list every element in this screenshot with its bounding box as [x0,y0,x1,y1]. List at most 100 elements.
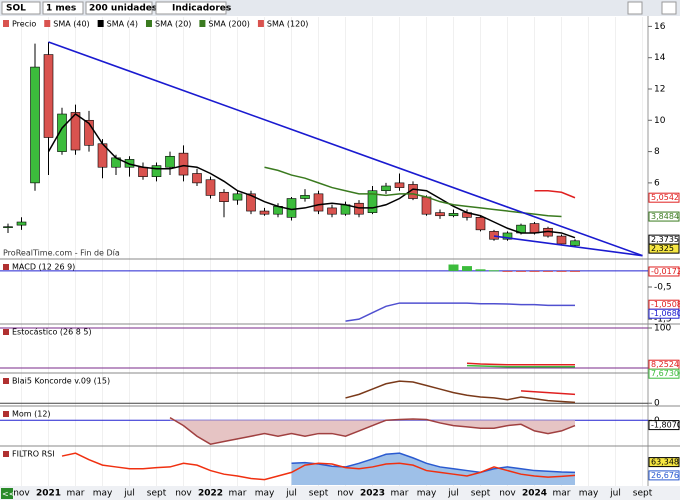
indicator-line-area [291,453,575,486]
candle-body [354,202,364,215]
indicator-line [466,364,575,368]
candle-body [448,213,459,217]
indicator-line [466,362,575,366]
time-label: nov [175,489,192,499]
candle-body [381,185,391,192]
panel-icon [3,411,9,417]
candle-body [475,217,486,231]
indicator-line-area [170,417,575,445]
legend-swatch [44,20,51,27]
time-label: 2024 [522,489,547,499]
time-label: 2023 [360,489,385,499]
legend-entry: SMA (20) [155,20,191,29]
histogram-bar [462,266,472,271]
time-label: nov [499,489,516,499]
tool-button[interactable] [627,1,643,15]
candle-body [165,155,175,168]
last-value: -1,0508 [651,300,680,309]
candle-body [421,196,432,215]
watermark: ProRealTime.com - Fin de Día [3,249,120,258]
last-value: 5,0542 [651,193,679,202]
sma-line [47,113,576,239]
indicator-line [169,416,576,445]
time-label: may [417,489,437,499]
panel-title: MACD (12 26 9) [12,263,75,272]
trendline [493,235,643,257]
time-label: 2022 [198,489,223,499]
histogram-bar [543,270,553,272]
last-value-box [648,192,680,203]
candle-body [178,152,189,176]
y-tick-label: 100 [654,324,671,334]
scroll-icon[interactable]: << [2,490,15,499]
sma-line [264,166,562,218]
last-value: -1,8070 [651,421,680,430]
last-value: 3,8484 [651,212,679,221]
units[interactable]: 200 unidades [89,4,157,14]
candle-body [502,232,513,240]
legend-entry: SMA (120) [267,20,309,29]
tool-button[interactable] [661,1,677,15]
y-tick-label: 10 [654,116,666,126]
last-value-box [648,420,680,431]
candle-body [246,193,256,212]
candle-body [394,182,405,188]
candle-body [529,223,540,234]
panel-icon [3,378,9,384]
y-tick-label: 16 [654,22,666,32]
indicator-line [345,302,575,322]
histogram-bar [448,264,459,271]
y-tick-label: 14 [654,53,666,63]
period-box[interactable] [42,1,84,15]
legend-entry: SMA (200) [208,20,250,29]
candle-body [70,112,81,151]
time-axis [0,486,680,500]
candle-body [435,212,445,217]
y-tick-label: -0,5 [654,283,672,293]
indicator-line [61,452,576,481]
candle-body [192,173,202,184]
time-label: sept [309,489,329,499]
candle-body [313,193,324,212]
symbol[interactable]: SOL [6,4,26,14]
last-value-box [648,457,680,468]
period[interactable]: 1 mes [46,4,76,14]
histogram-bar [516,270,526,272]
units-box[interactable] [85,1,153,15]
indicators[interactable]: Indicadores [172,4,231,14]
time-label: mar [553,489,571,499]
indicator-line [520,390,576,396]
legend-entry: SMA (40) [53,20,89,29]
panel-title: FILTRO RSI [12,450,55,459]
candle-body [43,54,54,138]
candle-body [367,190,378,213]
indicators-box[interactable] [155,1,227,15]
trendline [48,41,643,257]
y-tick-label: 0 [654,399,660,409]
legend-swatch [3,20,9,27]
candle-body [30,66,40,184]
indicator-line [345,380,576,404]
symbol-box[interactable] [1,1,41,15]
legend-entry: SMA (4) [107,20,138,29]
candle-body [84,119,94,146]
panel-title: Estocástico (26 8 5) [12,328,92,337]
candle-body [570,240,580,246]
time-label: sept [147,489,167,499]
candle-body [300,195,310,199]
time-label: jul [609,489,621,499]
time-label: sept [471,489,491,499]
time-label: may [93,489,113,499]
scroll-button[interactable] [1,488,13,499]
histogram-bar [502,270,513,272]
candle-body [16,221,27,226]
time-label: mar [391,489,409,499]
candle-body [259,210,270,215]
candle-body [489,231,499,240]
y-tick-label: 8 [654,147,660,157]
last-value: -0,0172 [651,267,680,276]
candle-body [232,193,243,201]
candle-body [556,235,567,245]
last-value-box [648,470,680,481]
last-value: 63,348 [651,458,679,467]
